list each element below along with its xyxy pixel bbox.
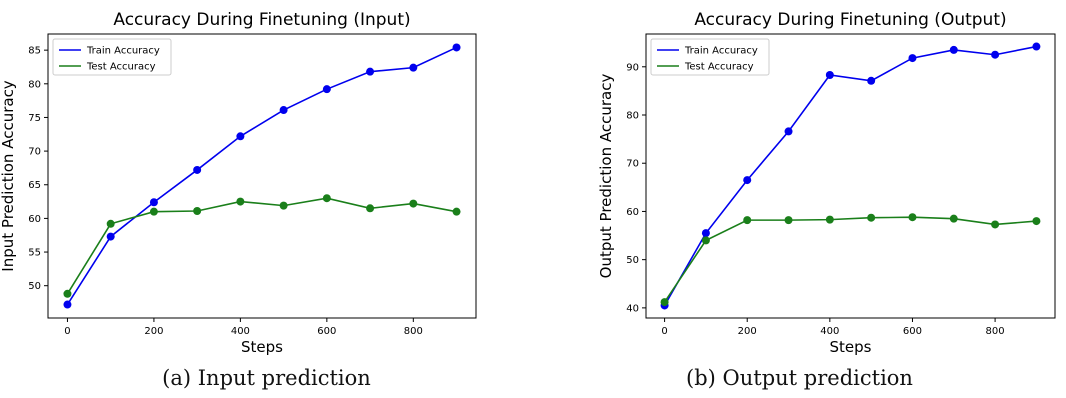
test-accuracy-point bbox=[366, 204, 375, 213]
chart-input-prediction: Accuracy During Finetuning (Input) 0 200 40… bbox=[0, 10, 477, 356]
caption-output: (b) Output prediction bbox=[686, 366, 913, 390]
y-tick-label: 50 bbox=[28, 281, 41, 292]
train-accuracy-point bbox=[193, 165, 202, 174]
test-accuracy-point bbox=[660, 298, 669, 307]
y-tick-label: 90 bbox=[626, 62, 639, 73]
test-accuracy-point bbox=[743, 216, 752, 225]
x-axis-label: Steps bbox=[241, 338, 283, 356]
y-tick-label: 65 bbox=[28, 180, 41, 191]
test-accuracy-point bbox=[279, 201, 288, 210]
train-accuracy-point bbox=[701, 229, 710, 238]
y-tick-label: 70 bbox=[28, 147, 41, 158]
test-accuracy-point bbox=[452, 207, 461, 216]
x-tick-label: 800 bbox=[404, 326, 423, 337]
x-tick-label: 400 bbox=[820, 326, 839, 337]
train-accuracy-line bbox=[663, 45, 1037, 306]
test-accuracy-point bbox=[149, 207, 158, 216]
y-tick-label: 60 bbox=[626, 207, 639, 218]
x-tick-label: 400 bbox=[231, 326, 250, 337]
chart-panel-output: Accuracy During Finetuning (Output) 0 200 4… bbox=[533, 0, 1066, 398]
y-axis-label: Output Prediction Accuracy bbox=[597, 74, 615, 279]
test-accuracy-point bbox=[236, 197, 245, 206]
legend-label: Train Accuracy bbox=[684, 46, 758, 57]
test-accuracy-point bbox=[908, 213, 917, 222]
legend-label: Test Accuracy bbox=[684, 62, 754, 73]
legend-label: Train Accuracy bbox=[86, 46, 160, 57]
y-tick-label: 80 bbox=[626, 111, 639, 122]
train-accuracy-point bbox=[236, 132, 245, 141]
x-tick-label: 0 bbox=[661, 326, 667, 337]
y-axis-label: Input Prediction Accuracy bbox=[0, 80, 17, 271]
train-accuracy-point bbox=[149, 198, 158, 207]
plot-frame bbox=[645, 33, 1056, 319]
test-accuracy-point bbox=[949, 214, 958, 223]
test-accuracy-point bbox=[867, 213, 876, 222]
x-tick-label: 600 bbox=[903, 326, 922, 337]
legend-box bbox=[650, 38, 770, 76]
x-tick-label: 0 bbox=[64, 326, 70, 337]
train-accuracy-point bbox=[366, 67, 375, 76]
test-accuracy-point bbox=[1032, 217, 1041, 226]
train-accuracy-point bbox=[908, 54, 917, 63]
test-accuracy-point bbox=[63, 289, 72, 298]
test-accuracy-line bbox=[66, 197, 457, 295]
train-accuracy-point bbox=[63, 300, 72, 309]
y-tick-label: 80 bbox=[28, 79, 41, 90]
train-accuracy-point bbox=[991, 50, 1000, 59]
train-accuracy-point bbox=[867, 76, 876, 85]
test-accuracy-point bbox=[409, 199, 418, 208]
train-accuracy-point bbox=[106, 232, 115, 241]
chart-panel-input: Accuracy During Finetuning (Input) 0 200 40… bbox=[0, 10, 477, 390]
train-accuracy-point bbox=[743, 176, 752, 185]
plot-frame bbox=[47, 33, 477, 319]
x-tick-label: 200 bbox=[738, 326, 757, 337]
train-accuracy-point bbox=[452, 43, 461, 52]
x-tick-label: 600 bbox=[317, 326, 336, 337]
x-tick-label: 200 bbox=[144, 326, 163, 337]
y-tick-label: 55 bbox=[28, 248, 41, 259]
train-accuracy-point bbox=[825, 70, 834, 79]
train-accuracy-point bbox=[279, 106, 288, 115]
chart-output-prediction: Accuracy During Finetuning (Output) 0 200 4… bbox=[597, 10, 1056, 356]
test-accuracy-point bbox=[701, 236, 710, 245]
y-tick-label: 70 bbox=[626, 159, 639, 170]
test-accuracy-point bbox=[784, 216, 793, 225]
test-accuracy-point bbox=[106, 219, 115, 228]
x-tick-label: 800 bbox=[986, 326, 1005, 337]
train-accuracy-point bbox=[409, 63, 418, 72]
chart-title: Accuracy During Finetuning (Output) bbox=[694, 10, 1006, 30]
y-tick-label: 85 bbox=[28, 46, 41, 57]
legend-box bbox=[52, 38, 172, 76]
y-tick-label: 75 bbox=[28, 113, 41, 124]
test-accuracy-point bbox=[322, 194, 331, 203]
train-accuracy-point bbox=[949, 45, 958, 54]
y-tick-label: 60 bbox=[28, 214, 41, 225]
test-accuracy-point bbox=[991, 220, 1000, 229]
train-accuracy-point bbox=[784, 127, 793, 136]
train-accuracy-point bbox=[322, 85, 331, 94]
legend-label: Test Accuracy bbox=[86, 62, 156, 73]
y-tick-label: 50 bbox=[626, 255, 639, 266]
y-tick-label: 40 bbox=[626, 303, 639, 314]
test-accuracy-point bbox=[193, 206, 202, 215]
chart-title: Accuracy During Finetuning (Input) bbox=[113, 10, 410, 30]
test-accuracy-line bbox=[663, 216, 1037, 303]
train-accuracy-point bbox=[1032, 42, 1041, 51]
x-axis-label: Steps bbox=[830, 338, 872, 356]
test-accuracy-point bbox=[825, 215, 834, 224]
train-accuracy-line bbox=[66, 46, 457, 305]
caption-input: (a) Input prediction bbox=[162, 366, 371, 390]
